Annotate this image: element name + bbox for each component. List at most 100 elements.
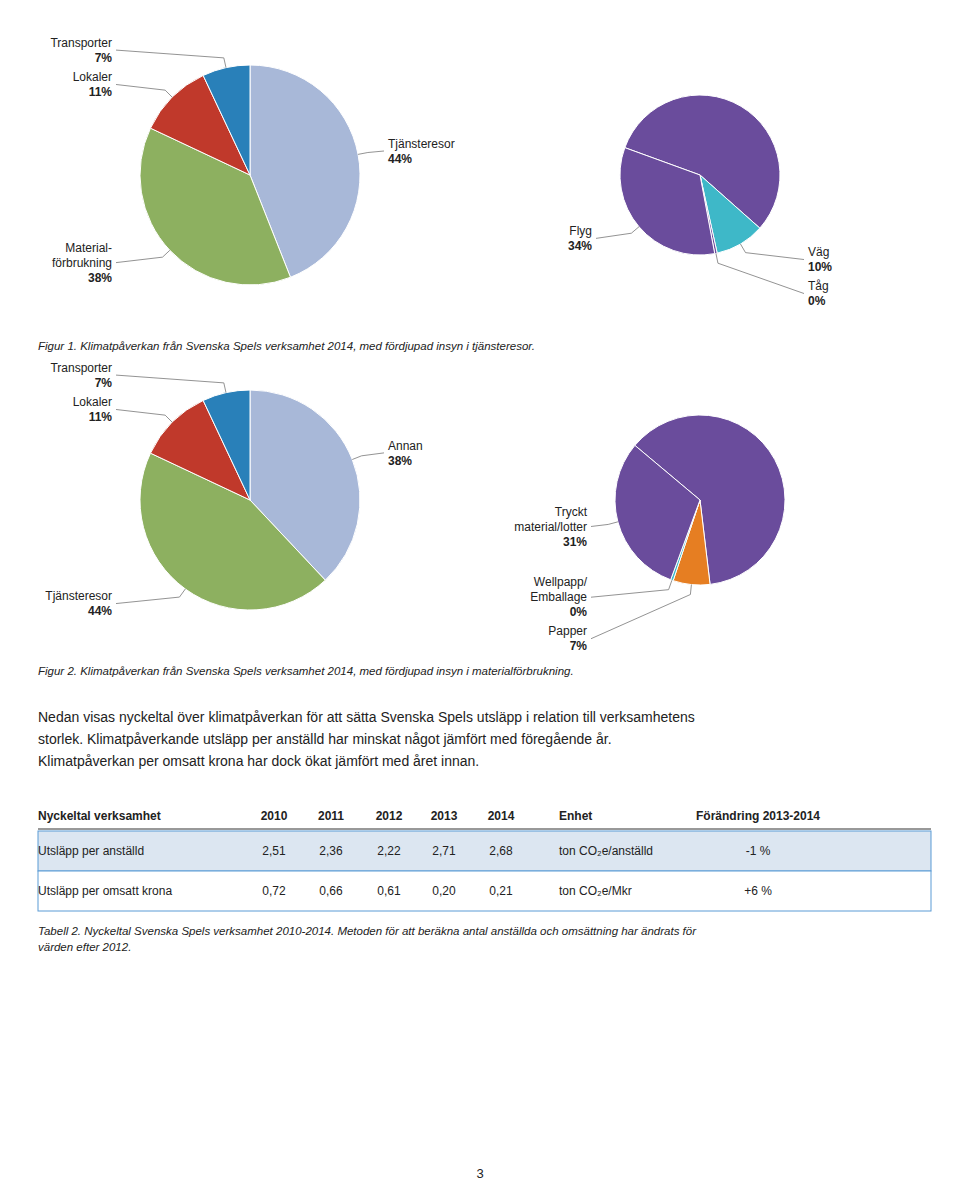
pie-wedge: [620, 148, 715, 255]
paragraph-line: Nedan visas nyckeltal över klimatpåverka…: [38, 709, 695, 725]
pie-category-label: Tjänsteresor: [45, 589, 112, 603]
figure-caption: Figur 2. Klimatpåverkan från Svenska Spe…: [38, 665, 574, 677]
table: Nyckeltal verksamhet20102011201220132014…: [38, 809, 931, 911]
pie-value-label: 38%: [88, 271, 112, 285]
pie-value-label: 44%: [88, 604, 112, 618]
pie-category-label: Tåg: [808, 279, 829, 293]
pie-category-label-line: Material-: [65, 241, 112, 255]
pie-chart: Väg10%Tåg0%Flyg34%: [568, 95, 832, 308]
pie-value-label: 34%: [568, 239, 592, 253]
pie-labels: Papper7% Wellpapp/Emballage0% Trycktmateri…: [514, 505, 691, 654]
table-cell: 2,71: [432, 844, 456, 858]
pie-wedge: [615, 445, 700, 579]
table-cell: ton CO₂e/Mkr: [559, 884, 632, 898]
pie-category-label: Annan: [388, 439, 423, 453]
table-header: Enhet: [559, 809, 592, 823]
pie-wedges: [615, 415, 785, 585]
pie-labels: Annan38% Tjänsteresor44% Lokaler11% Transpo…: [45, 361, 422, 618]
pie-value-label: 31%: [563, 535, 587, 549]
pie-value-label: 10%: [808, 260, 832, 274]
paragraph: Nedan visas nyckeltal över klimatpåverka…: [38, 709, 695, 769]
table-caption-line: värden efter 2012.: [38, 941, 131, 953]
pie-category-label: Tjänsteresor: [388, 137, 455, 151]
pie-wedges: [620, 95, 780, 255]
figure-caption: Figur 1. Klimatpåverkan från Svenska Spe…: [38, 340, 535, 352]
pie-category-label: Väg: [808, 245, 829, 259]
pie-value-label: 38%: [388, 454, 412, 468]
pie-labels: Tjänsteresor44% Material-förbrukning38% Lo…: [50, 36, 454, 285]
pie-category-label-line: Tjänsteresor: [388, 137, 455, 151]
pie-chart: Annan38% Tjänsteresor44% Lokaler11% Transpo…: [45, 361, 422, 618]
table-header: 2013: [431, 809, 458, 823]
pie-value-label: 7%: [95, 376, 113, 390]
pie-category-label: Flyg: [569, 224, 592, 238]
pie-value-label: 7%: [95, 51, 113, 65]
leader-line: [116, 50, 226, 68]
leader-line: [596, 227, 639, 239]
pie-category-label-line: Transporter: [50, 361, 112, 375]
table-cell: 0,20: [432, 884, 456, 898]
pie-category-label-line: Flyg: [569, 224, 592, 238]
leader-line: [116, 250, 170, 262]
pie-category-label: Trycktmaterial/lotter: [514, 505, 587, 534]
pie-labels: Väg10%Tåg0%Flyg34%: [568, 224, 832, 308]
pie-value-label: 0%: [570, 605, 588, 619]
table-caption: Tabell 2. Nyckeltal Svenska Spels verksa…: [38, 925, 697, 953]
table-cell: Utsläpp per anställd: [38, 844, 144, 858]
pie-category-label-line: Tjänsteresor: [45, 589, 112, 603]
leader-line: [358, 151, 384, 154]
pie-category-label-line: Lokaler: [73, 70, 112, 84]
pie-category-label-line: Emballage: [530, 590, 587, 604]
table-caption-line: Tabell 2. Nyckeltal Svenska Spels verksa…: [38, 925, 697, 937]
leader-line: [740, 244, 804, 260]
page: Tjänsteresor44%Material-förbrukning38%Lo…: [0, 0, 960, 1201]
table-cell: 0,61: [377, 884, 401, 898]
leader-line: [591, 522, 618, 527]
table-cell: 0,72: [262, 884, 286, 898]
pie-category-label-line: material/lotter: [514, 520, 587, 534]
paragraph-line: storlek. Klimatpåverkande utsläpp per an…: [38, 731, 612, 747]
leader-line: [116, 375, 226, 393]
pie-category-label-line: Annan: [388, 439, 423, 453]
table-header: 2010: [261, 809, 288, 823]
table-header: 2014: [488, 809, 515, 823]
pie-category-label-line: Tåg: [808, 279, 829, 293]
pie-wedge: [203, 390, 250, 500]
table-cell: 0,66: [319, 884, 343, 898]
pie-chart: Tjänsteresor44% Material-förbrukning38% Lo…: [50, 36, 454, 285]
pie-category-label-line: Papper: [548, 624, 587, 638]
pie-category-label-line: Tryckt: [555, 505, 588, 519]
table-cell: 2,22: [377, 844, 401, 858]
pie-category-label: Transporter: [50, 36, 112, 50]
pie-wedges: [140, 390, 360, 610]
pie-category-label-line: Wellpapp/: [534, 575, 588, 589]
table-cell: 2,36: [319, 844, 343, 858]
table-header: 2011: [318, 809, 344, 823]
table-cell: 2,51: [262, 844, 286, 858]
pie-category-label-line: Transporter: [50, 36, 112, 50]
table-header: Nyckeltal verksamhet: [38, 809, 161, 823]
pie-category-label: Transporter: [50, 361, 112, 375]
table-row: [38, 831, 931, 871]
pie-value-label: 7%: [570, 639, 588, 653]
pie-value-label: 44%: [388, 152, 412, 166]
background: [0, 0, 960, 1201]
pie-value-label: 11%: [89, 85, 113, 99]
paragraph-line: Klimatpåverkan per omsatt krona har dock…: [38, 753, 479, 769]
table-cell: 0,21: [489, 884, 513, 898]
leader-line: [591, 580, 672, 597]
leader-line: [116, 409, 172, 422]
leader-line: [116, 589, 185, 604]
pie-category-label-line: Väg: [808, 245, 829, 259]
pie-category-label: Lokaler: [73, 395, 112, 409]
leader-line: [352, 453, 384, 460]
pie-category-label: Material-förbrukning: [52, 241, 112, 270]
page-number: 3: [476, 1166, 483, 1181]
table-header: Förändring 2013-2014: [696, 809, 820, 823]
pie-category-label-line: förbrukning: [52, 256, 112, 270]
table-cell: +6 %: [744, 884, 772, 898]
pie-chart: Papper7% Wellpapp/Emballage0% Trycktmateri…: [514, 415, 785, 653]
table-row: [38, 871, 931, 911]
pie-value-label: 11%: [89, 410, 113, 424]
pie-category-label: Papper: [548, 624, 587, 638]
